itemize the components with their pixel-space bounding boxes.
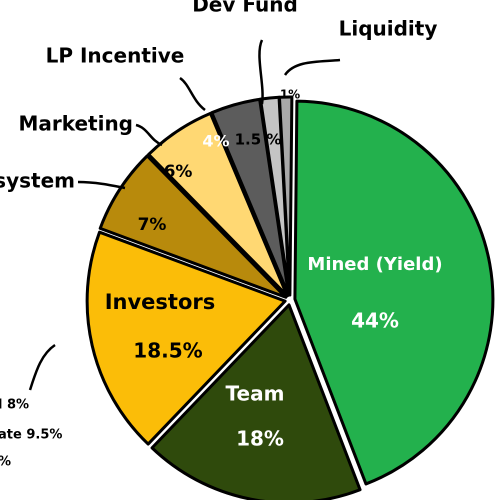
category-label: LP Incentive: [46, 44, 185, 68]
value-label: 4%: [202, 132, 229, 151]
annotation: ate 9.5%: [0, 428, 62, 443]
category-label: Mined (Yield): [307, 254, 442, 275]
category-label: Investors: [105, 290, 216, 314]
category-label: Ecosystem: [0, 169, 75, 193]
value-label: 6%: [164, 162, 193, 182]
value-label: 1%: [280, 88, 300, 102]
annotation-leader: [28, 343, 56, 391]
value-label: 7%: [138, 215, 167, 235]
annotation: %: [0, 455, 11, 470]
value-label: 44%: [351, 309, 399, 333]
category-label: Team: [226, 382, 285, 406]
pie-slice: [293, 99, 495, 486]
leader-line: [283, 58, 341, 76]
value-label: 18%: [236, 427, 284, 451]
value-label: 18.5%: [133, 339, 202, 363]
category-label: Liquidity: [339, 17, 438, 41]
annotation: l 8%: [0, 398, 29, 413]
pie-slice: [98, 154, 288, 299]
value-label: 1.5 %: [235, 131, 282, 149]
leader-line: [179, 76, 206, 111]
pie-slice: [150, 303, 362, 500]
category-label: Marketing: [18, 112, 133, 136]
pie-slice: [147, 111, 289, 298]
leader-line: [77, 180, 126, 190]
leader-line: [135, 123, 163, 147]
pie-slice: [277, 95, 294, 297]
leader-line: [258, 39, 264, 105]
category-label: Dev Fund: [192, 0, 298, 17]
pie-slice: [85, 230, 287, 446]
